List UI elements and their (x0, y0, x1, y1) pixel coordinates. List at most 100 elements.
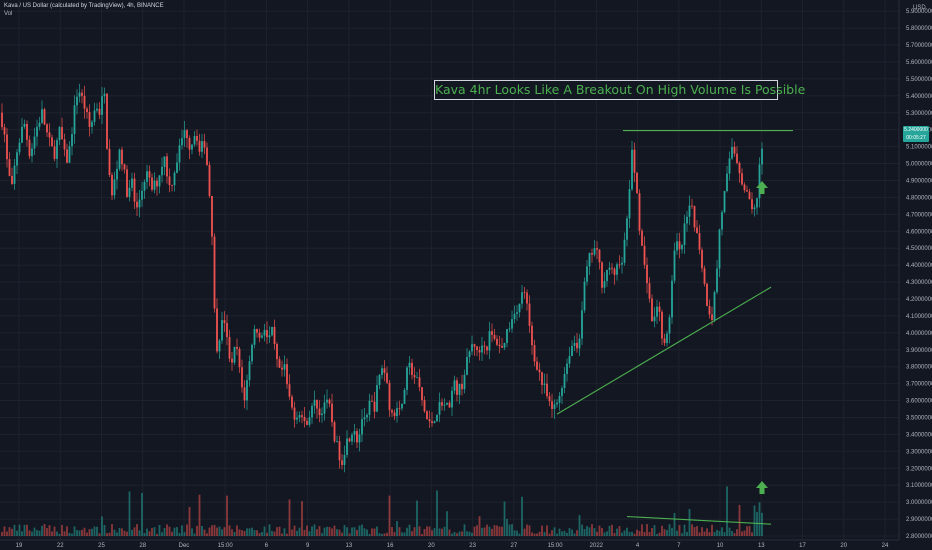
candle (558, 395, 561, 403)
candle (451, 390, 453, 408)
volume-bar (131, 529, 133, 536)
volume-bar (736, 529, 738, 536)
candle (388, 382, 391, 411)
candle (476, 346, 478, 351)
volume-bar (501, 526, 503, 536)
candle (586, 266, 588, 282)
volume-bar (68, 532, 71, 536)
candle (686, 216, 688, 224)
candle (731, 146, 733, 159)
candle (623, 239, 626, 263)
volume-bar (6, 531, 8, 536)
volume-bar (703, 531, 706, 536)
candle (526, 292, 528, 304)
candle (743, 184, 746, 191)
candle (596, 248, 598, 250)
volume-bar (621, 532, 623, 536)
candle (78, 92, 81, 97)
candle (93, 110, 96, 122)
candle (448, 402, 451, 408)
volume-bar (223, 527, 226, 536)
volume-bar (86, 532, 88, 536)
candle (646, 264, 648, 284)
volume-bar (81, 529, 83, 536)
candle (53, 146, 56, 159)
volume-bar (576, 530, 578, 536)
volume-bar (378, 533, 381, 536)
volume-bar (246, 528, 248, 536)
candle (401, 403, 403, 409)
volume-bar (681, 533, 683, 536)
candle (118, 149, 121, 169)
candle (563, 373, 566, 389)
volume-bar (321, 533, 323, 536)
volume-bar (188, 506, 191, 536)
volume-bar (301, 501, 303, 536)
volume-bar (683, 524, 686, 536)
y-tick-label: 3.3000000 (906, 449, 932, 455)
x-tick-label: 20 (428, 543, 435, 549)
volume-bar (123, 530, 126, 536)
candle (28, 139, 31, 157)
candle (513, 313, 516, 320)
candle (466, 357, 468, 375)
volume-bar (141, 493, 143, 536)
x-tick-label: 24 (882, 543, 889, 549)
candle (161, 166, 163, 176)
volume-bar (556, 533, 558, 536)
candle (621, 262, 623, 265)
volume-bar (481, 527, 483, 536)
y-tick-label: 5.7000000 (906, 43, 932, 49)
volume-bar (3, 526, 6, 536)
volume-bar (248, 528, 251, 536)
candle (256, 329, 258, 333)
candle (293, 407, 296, 420)
candle (761, 148, 763, 165)
candle (518, 303, 521, 313)
candle (341, 460, 343, 465)
y-tick-label: 4.9000000 (906, 178, 932, 184)
volume-bar (373, 528, 376, 536)
volume-bar (271, 530, 273, 536)
volume-bar (666, 529, 668, 536)
candle (23, 123, 26, 127)
volume-bar (708, 532, 711, 536)
y-tick-label: 4.1000000 (906, 314, 932, 320)
candle (721, 212, 723, 230)
candle (348, 438, 351, 442)
candle (236, 346, 238, 349)
volume-bar (651, 528, 653, 536)
volume-bar (243, 531, 246, 536)
volume-bar (146, 528, 148, 536)
candle (703, 268, 706, 284)
candle (76, 96, 78, 106)
candle (326, 399, 328, 403)
candle (6, 134, 8, 160)
candle (223, 320, 226, 324)
candle (108, 148, 111, 175)
candle (421, 387, 423, 401)
volume-bar (211, 525, 213, 536)
candle (438, 402, 441, 415)
currency-label: USD (913, 5, 926, 11)
y-tick-label: 3.8000000 (906, 365, 932, 371)
volume-bar (288, 499, 291, 536)
volume-bar (351, 527, 353, 536)
y-tick-label: 5.5000000 (906, 77, 932, 83)
x-tick-label: 16 (387, 543, 394, 549)
y-tick-label: 5.9000000 (906, 9, 932, 15)
volume-bar (236, 525, 238, 536)
volume-bar (436, 490, 438, 536)
candle (56, 140, 58, 159)
volume-bar (401, 532, 403, 536)
candle (573, 342, 576, 346)
candle (216, 308, 218, 352)
candle (51, 137, 53, 147)
candle (426, 411, 428, 420)
y-tick-label: 2.8000000 (906, 534, 932, 540)
volume-bar (586, 526, 588, 536)
volume-bar (701, 527, 703, 536)
candle (281, 367, 283, 370)
candle (36, 126, 38, 137)
